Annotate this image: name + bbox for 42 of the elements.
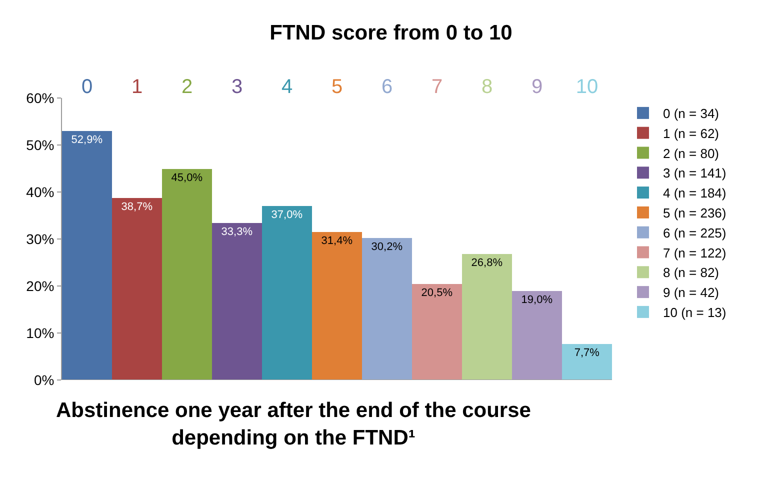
- data-label: 45,0%: [171, 172, 203, 184]
- x-tick-label: 9: [531, 76, 543, 98]
- data-label: 31,4%: [321, 235, 353, 247]
- x-tick-label: 1: [131, 76, 143, 98]
- data-label: 7,7%: [574, 347, 600, 359]
- legend-label: 5 (n = 236): [663, 206, 726, 221]
- legend-label: 6 (n = 225): [663, 225, 726, 240]
- x-tick-label: 8: [481, 76, 493, 98]
- y-tick-label: 20%: [26, 278, 54, 294]
- x-tick-label: 4: [281, 76, 293, 98]
- legend-label: 8 (n = 82): [663, 265, 720, 280]
- y-tick-label: 0%: [34, 372, 54, 388]
- data-label: 52,9%: [71, 134, 103, 146]
- y-tick-label: 10%: [26, 324, 54, 341]
- x-tick-label: 0: [81, 76, 93, 98]
- legend-label: 2 (n = 80): [663, 146, 720, 161]
- x-tick-label: 2: [181, 76, 193, 98]
- legend-label: 3 (n = 141): [663, 166, 726, 181]
- y-tick-label: 60%: [26, 90, 54, 106]
- data-label: 26,8%: [471, 257, 503, 269]
- data-label: 38,7%: [121, 201, 153, 213]
- data-label: 33,3%: [221, 226, 253, 238]
- data-label: 37,0%: [271, 209, 303, 221]
- data-label: 19,0%: [521, 294, 553, 306]
- data-label: 20,5%: [421, 287, 453, 299]
- x-tick-label: 6: [381, 76, 393, 98]
- x-tick-label: 10: [576, 76, 598, 98]
- legend-label: 4 (n = 184): [663, 186, 726, 201]
- legend-label: 0 (n = 34): [663, 106, 720, 122]
- legend-label: 9 (n = 42): [663, 285, 720, 300]
- y-tick-label: 30%: [26, 230, 54, 247]
- x-tick-label: 3: [231, 76, 243, 98]
- legend-label: 1 (n = 62): [663, 126, 720, 141]
- chart-title: FTND score from 0 to 10: [270, 21, 512, 44]
- text: Abstinence one year after the end of the course depending on the FTND¹: [56, 399, 531, 450]
- x-tick-label: 7: [431, 76, 443, 98]
- x-tick-label: 5: [331, 76, 343, 98]
- y-tick-label: 50%: [26, 136, 54, 153]
- y-tick-label: 40%: [26, 184, 54, 200]
- data-label: 30,2%: [371, 241, 403, 253]
- legend-label: 7 (n = 122): [663, 245, 726, 260]
- legend-label: 10 (n = 13): [663, 305, 726, 320]
